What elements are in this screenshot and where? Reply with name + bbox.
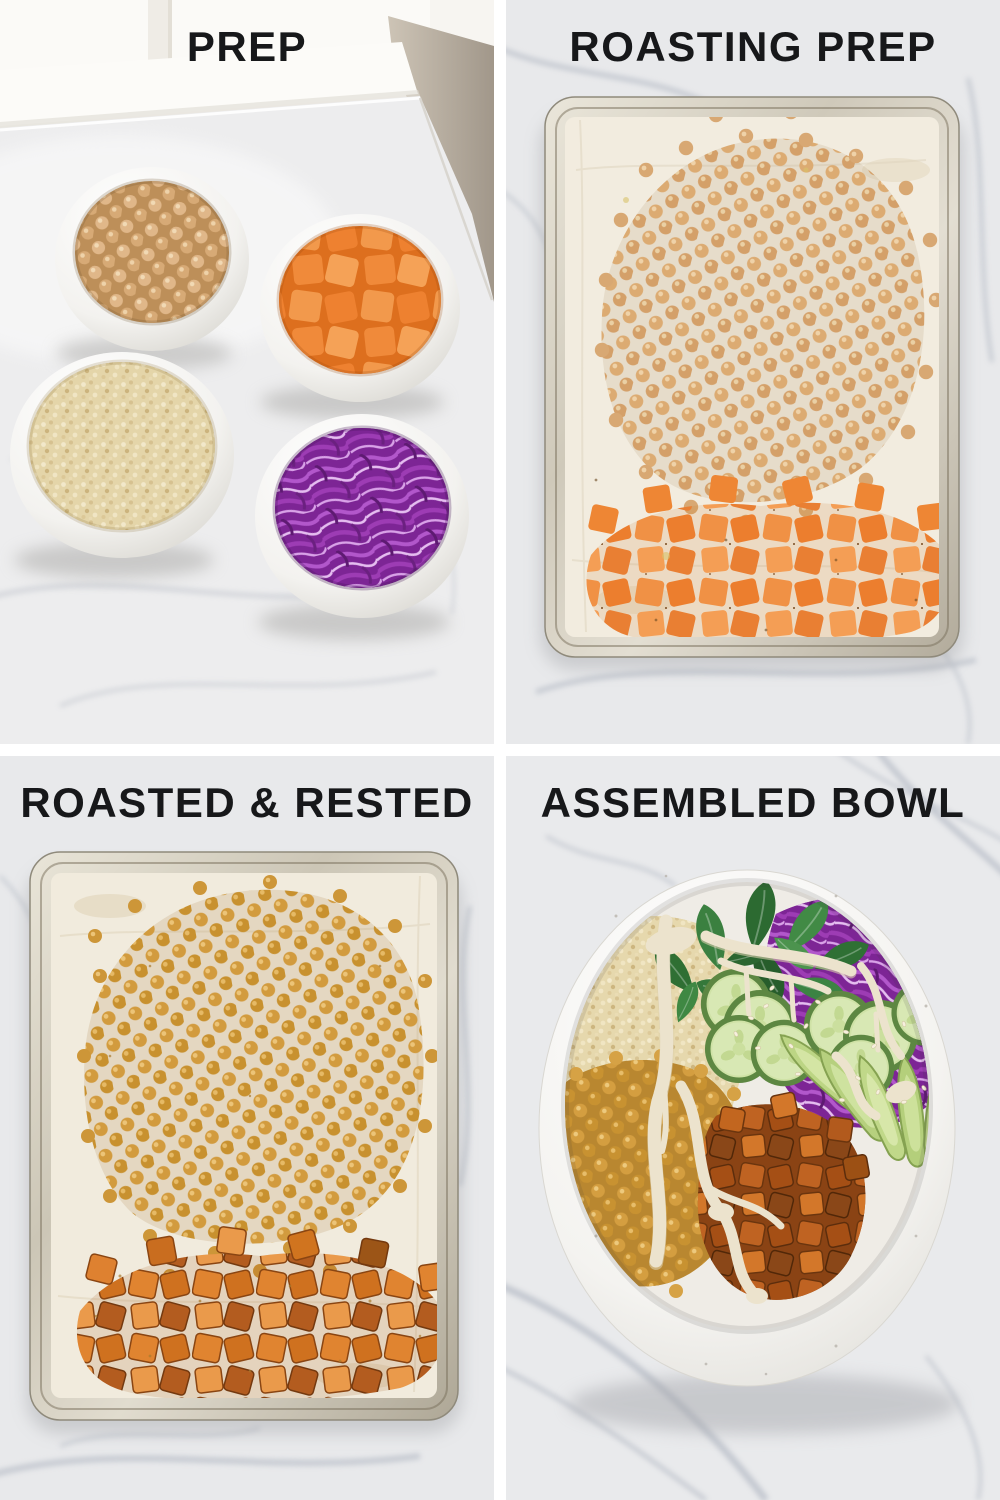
bowl-red-cabbage [255,414,469,640]
bowl-inner-rim-shadow [561,878,933,1334]
assembled-bowl-photo [506,756,1000,1500]
panel-title-prep: PREP [186,23,308,70]
panel-assembled-bowl: ASSEMBLED BOWL [506,756,1000,1500]
toasted-crumbs [94,964,422,1373]
roasted-rested-photo [0,756,494,1500]
buddha-bowl [538,869,959,1434]
pan-contents [76,875,437,1398]
raw-sweet-potato-cubes [586,474,939,637]
panel-prep: PREP [0,0,494,744]
panel-roasted-rested: ROASTED & RESTED [0,756,494,1500]
roasting-prep-photo [506,0,1000,744]
bowl-chickpeas [55,167,249,370]
bowl-sweet-potato [260,214,460,419]
panel-title-roasting-prep: ROASTING PREP [569,23,937,70]
raw-chickpeas [594,117,939,530]
sesame-seeds [733,985,929,1105]
roasted-chickpeas [77,875,437,1283]
oil-and-spice-specks [594,167,918,632]
panel-title-roasted-rested: ROASTED & RESTED [20,779,474,826]
bowl-speckles [574,874,928,1376]
tahini-drizzle [645,914,917,1304]
prep-photo [0,0,494,744]
panel-roasting-prep: ROASTING PREP [506,0,1000,744]
marble-veins [506,756,1000,1500]
pan-contents [586,117,939,637]
panel-title-assembled-bowl: ASSEMBLED BOWL [540,779,966,826]
bowl-quinoa [10,352,234,578]
roasted-sweet-potato-cubes [76,1226,437,1398]
window-sill [0,42,418,126]
